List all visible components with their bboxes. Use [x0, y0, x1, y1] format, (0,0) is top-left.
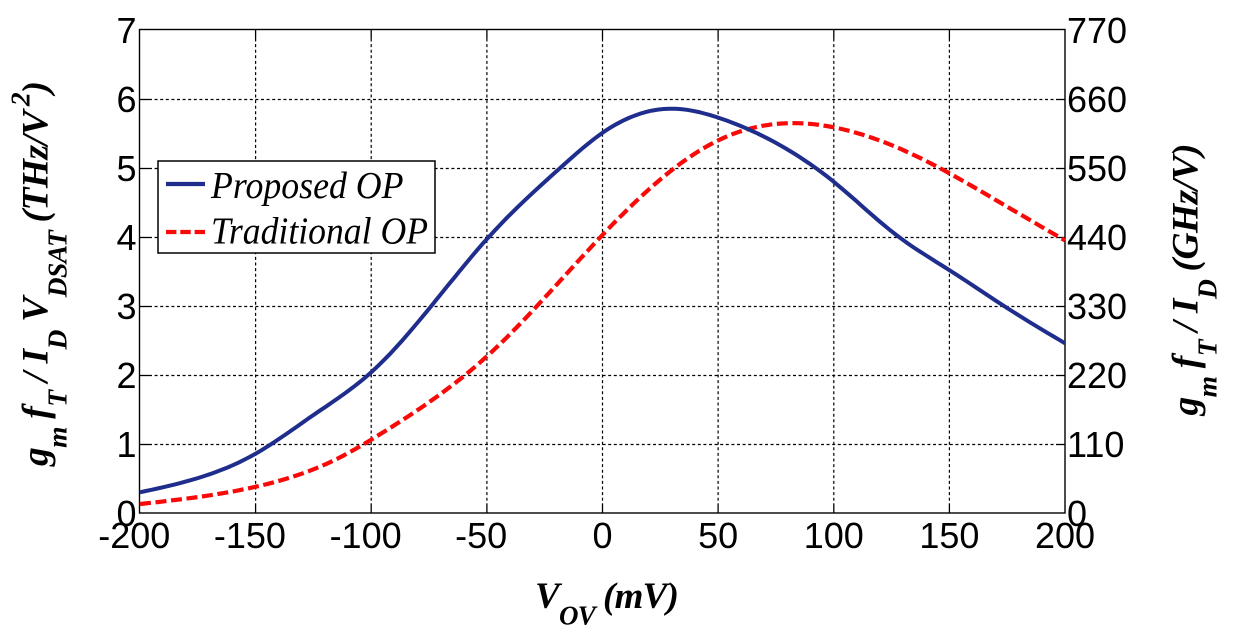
svg-text:0: 0 — [1067, 493, 1087, 534]
svg-text:VOV​ (mV): VOV​ (mV) — [535, 576, 679, 631]
svg-text:-50: -50 — [455, 515, 507, 556]
svg-text:770: 770 — [1067, 10, 1127, 51]
svg-text:0: 0 — [116, 493, 136, 534]
svg-text:-100: -100 — [330, 515, 402, 556]
svg-text:-200: -200 — [98, 515, 170, 556]
svg-text:4: 4 — [116, 217, 136, 258]
svg-text:6: 6 — [116, 79, 136, 120]
svg-text:2: 2 — [116, 355, 136, 396]
svg-text:220: 220 — [1067, 355, 1127, 396]
svg-text:Proposed OP: Proposed OP — [210, 165, 403, 207]
svg-text:Traditional OP: Traditional OP — [211, 211, 428, 253]
svg-text:100: 100 — [804, 515, 864, 556]
svg-text:50: 50 — [698, 515, 738, 556]
svg-text:1: 1 — [116, 424, 136, 465]
svg-text:440: 440 — [1067, 217, 1127, 258]
svg-text:0: 0 — [592, 515, 612, 556]
svg-text:3: 3 — [116, 286, 136, 327]
svg-text:200: 200 — [1035, 515, 1095, 556]
svg-text:330: 330 — [1067, 286, 1127, 327]
svg-text:660: 660 — [1067, 79, 1127, 120]
svg-text:5: 5 — [116, 148, 136, 189]
svg-text:gm​ fT​ / ID​ (GHz/V): gm​ fT​ / ID​ (GHz/V) — [1166, 144, 1223, 417]
svg-text:-150: -150 — [214, 515, 286, 556]
svg-text:110: 110 — [1067, 424, 1124, 465]
svg-text:7: 7 — [116, 10, 136, 51]
svg-text:550: 550 — [1067, 148, 1127, 189]
svg-text:gm​ fT​ / ID​ VDSAT​ (THz/V 2​: gm​ fT​ / ID​ VDSAT​ (THz/V 2​) — [5, 81, 73, 467]
svg-text:150: 150 — [919, 515, 979, 556]
